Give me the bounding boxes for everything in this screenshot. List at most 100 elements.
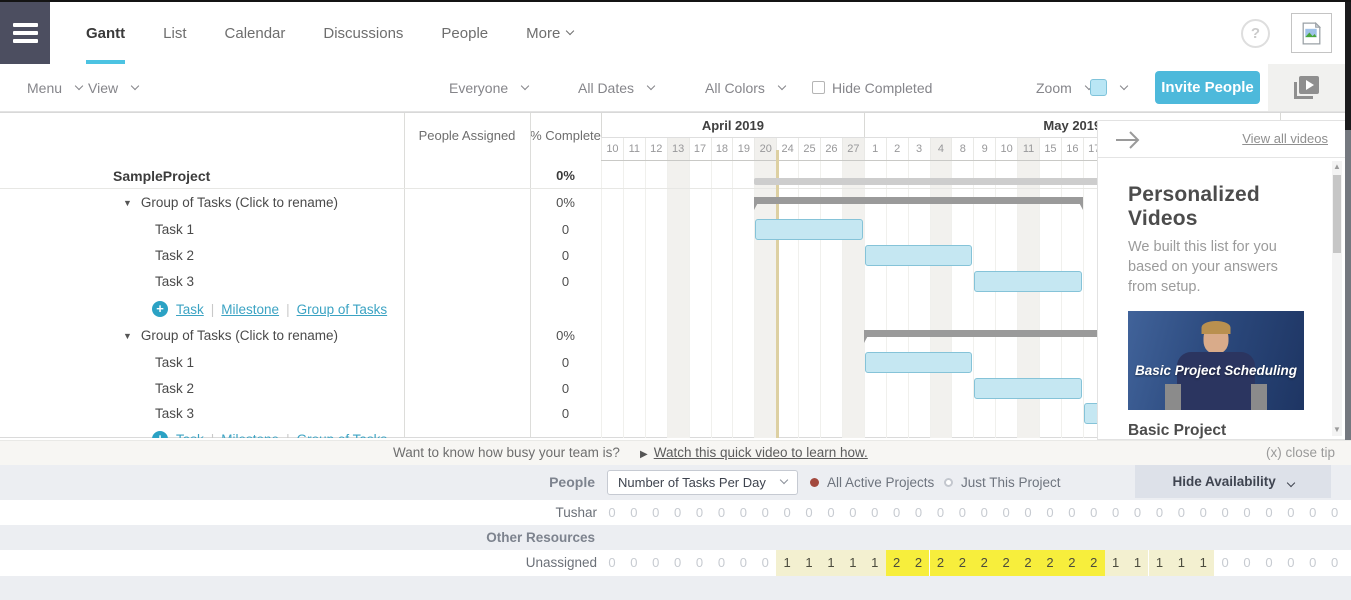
hide-completed-checkbox[interactable]: Hide Completed [812,64,932,111]
collapse-triangle-icon[interactable]: ▼ [123,198,132,208]
gantt-task-bar[interactable] [974,271,1082,292]
unassigned-name[interactable]: Unassigned [525,555,597,570]
timeline-column [644,161,667,438]
zoom-dropdown[interactable]: Zoom [1036,64,1094,111]
add-group-of-tasks-link[interactable]: Group of Tasks [297,432,388,439]
day-header-cell: 11 [622,138,645,160]
hamburger-menu-icon[interactable] [0,2,50,64]
view-dropdown[interactable]: View [88,64,140,111]
add-icon[interactable]: + [152,301,168,317]
hide-availability-button[interactable]: Hide Availability [1135,465,1331,498]
day-header-cell: 27 [841,138,864,160]
tip-video-link[interactable]: ▶ Watch this quick video to learn how. [640,445,868,460]
video-thumbnail[interactable]: Basic Project Scheduling [1128,311,1304,410]
group-label[interactable]: ▼ Group of Tasks (Click to rename) [123,195,338,210]
browser-scrollbar[interactable] [1345,0,1351,440]
collapse-arrow-icon[interactable] [1113,130,1143,155]
task-label[interactable]: Task 2 [155,381,195,396]
tab-discussions[interactable]: Discussions [323,2,403,64]
colors-filter-dropdown[interactable]: All Colors [705,64,787,111]
people-filter-dropdown[interactable]: Everyone [449,64,530,111]
availability-cell: 2 [885,550,908,576]
view-all-videos-link[interactable]: View all videos [1242,131,1328,146]
view-label: View [88,79,119,96]
availability-cell: 1 [841,550,864,576]
add-milestone-link[interactable]: Milestone [221,432,279,439]
invite-people-button[interactable]: Invite People [1155,71,1260,104]
gantt-project-bar[interactable] [754,178,1280,185]
radio-unselected-icon[interactable] [944,478,953,487]
tab-calendar[interactable]: Calendar [225,2,286,64]
zoom-label: Zoom [1036,79,1072,96]
collapse-triangle-icon[interactable]: ▼ [123,331,132,341]
close-tip-link[interactable]: (x) close tip [1265,445,1335,460]
radio-all-active-projects[interactable]: All Active Projects [810,465,934,500]
chevron-down-icon [779,475,789,485]
project-label[interactable]: SampleProject [113,168,211,184]
video-title[interactable]: Basic Project Scheduling [1128,422,1227,439]
color-swatch[interactable] [1090,79,1107,96]
gantt-task-bar[interactable] [974,378,1082,399]
availability-metric-dropdown[interactable]: Number of Tasks Per Day [607,470,798,495]
radio-selected-icon[interactable] [810,478,819,487]
timeline-column [995,161,1017,438]
availability-panel: People Number of Tasks Per Day All Activ… [0,465,1351,600]
play-icon: ▶ [640,449,648,460]
add-task-link[interactable]: Task [176,301,204,317]
task-label[interactable]: Task 2 [155,248,195,263]
chevron-down-icon [520,81,530,90]
checkbox-icon[interactable] [812,81,825,94]
percent-value: 0 [561,381,570,396]
color-swatch-dropdown[interactable] [1090,64,1129,111]
timeline-column [1082,161,1105,438]
scroll-down-icon[interactable]: ▼ [1333,425,1341,434]
menu-dropdown[interactable]: Menu [27,64,84,111]
gantt-task-bar[interactable] [864,352,973,373]
task-label[interactable]: Task 3 [155,406,195,421]
video-tray-button[interactable] [1268,64,1345,111]
add-task-link[interactable]: Task [176,432,204,439]
dates-filter-dropdown[interactable]: All Dates [578,64,656,111]
chevron-down-icon [1119,81,1129,90]
gantt-task-bar[interactable] [864,245,973,266]
percent-value: 0 [561,222,570,237]
availability-cell: 0 [717,555,726,570]
task-label[interactable]: Task 1 [155,355,195,370]
scrollbar-thumb[interactable] [1333,175,1341,253]
people-assigned-header: People Assigned [418,128,516,143]
gantt-group-bar[interactable] [754,197,1083,210]
tab-label: List [163,24,187,42]
percent-value: 0% [556,328,575,343]
percent-complete-header: % Complete [530,128,601,143]
availability-cell: 0 [630,505,638,520]
task-label[interactable]: Task 3 [155,274,195,289]
timeline-column [710,161,733,438]
availability-cell: 0 [958,505,966,520]
availability-cell: 0 [761,505,769,520]
add-group-of-tasks-link[interactable]: Group of Tasks [296,301,388,317]
sidebar-scrollbar[interactable]: ▲ ▼ [1332,161,1342,436]
chevron-down-icon [777,81,787,90]
tab-list[interactable]: List [163,2,186,64]
tab-more[interactable]: More [526,2,575,64]
avatar[interactable] [1291,13,1332,53]
tab-gantt[interactable]: Gantt [86,2,126,64]
add-milestone-link[interactable]: Milestone [221,301,280,317]
colors-filter-label: All Colors [705,79,765,96]
group-label[interactable]: ▼ Group of Tasks (Click to rename) [123,328,338,343]
gantt-task-bar[interactable] [755,219,863,240]
add-icon[interactable]: + [152,431,168,438]
scroll-up-icon[interactable]: ▲ [1333,162,1341,171]
day-header-cell: 17 [688,138,711,160]
help-icon[interactable]: ? [1241,19,1270,48]
task-label[interactable]: Task 1 [155,222,195,237]
person-name[interactable]: Tushar [555,505,597,520]
menu-label: Menu [27,79,63,96]
radio-just-this-project[interactable]: Just This Project [944,465,1061,500]
availability-cell: 0 [717,505,726,520]
availability-cell: 2 [929,550,952,576]
timeline-column [1060,161,1083,438]
availability-cell: 0 [1221,555,1229,570]
tab-people[interactable]: People [441,2,488,64]
